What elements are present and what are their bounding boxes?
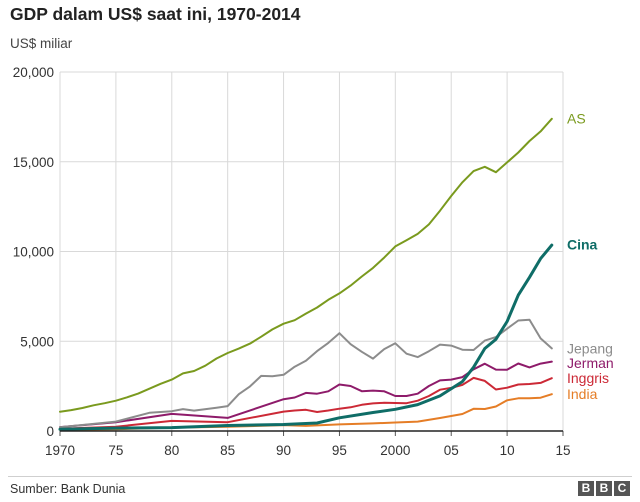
y-tick-label: 20,000 [13, 65, 54, 80]
series-line-cina [58, 243, 554, 431]
x-tick-label: 75 [108, 443, 123, 458]
footer-divider [8, 476, 632, 477]
y-tick-label: 10,000 [13, 245, 54, 260]
series-line-jepang [59, 318, 553, 429]
x-tick-label: 2000 [380, 443, 410, 458]
x-tick-label: 80 [164, 443, 179, 458]
bbc-logo: B B C [578, 481, 630, 496]
x-tick-label: 10 [500, 443, 515, 458]
source-note: Sumber: Bank Dunia [10, 482, 126, 496]
x-tick-label: 90 [276, 443, 291, 458]
y-tick-label: 0 [46, 424, 54, 439]
x-tick-label: 15 [555, 443, 570, 458]
legend-label-jerman: Jerman [567, 355, 614, 371]
x-tick-label: 85 [220, 443, 235, 458]
series-line-inggris [59, 376, 553, 430]
y-axis-unit-label: US$ miliar [10, 36, 73, 51]
x-tick-label: 95 [332, 443, 347, 458]
legend-label-jepang: Jepang [567, 340, 613, 356]
bbc-logo-letter: C [614, 481, 630, 496]
legend-label-as: AS [567, 111, 586, 127]
legend-label-cina: Cina [567, 236, 598, 252]
series-line-as [59, 117, 553, 413]
y-tick-label: 5,000 [20, 334, 54, 349]
bbc-logo-letter: B [596, 481, 612, 496]
x-tick-label: 1970 [45, 443, 75, 458]
x-tick-label: 05 [444, 443, 459, 458]
legend-label-inggris: Inggris [567, 370, 609, 386]
y-tick-label: 15,000 [13, 155, 54, 170]
y-axis-ticks: 0 5,000 10,000 15,000 20,000 [13, 65, 54, 439]
legend-label-india: India [567, 386, 598, 402]
chart-grid [59, 71, 564, 431]
gdp-line-chart: 1970 75 80 85 90 95 2000 05 10 15 0 5,000 10,000 15,… [13, 65, 614, 458]
series-line-jerman [59, 360, 553, 429]
x-axis-ticks: 1970 75 80 85 90 95 2000 05 10 15 [45, 431, 571, 458]
bbc-logo-letter: B [578, 481, 594, 496]
chart-title: GDP dalam US$ saat ini, 1970-2014 [10, 4, 301, 24]
chart-series-lines [58, 117, 554, 431]
